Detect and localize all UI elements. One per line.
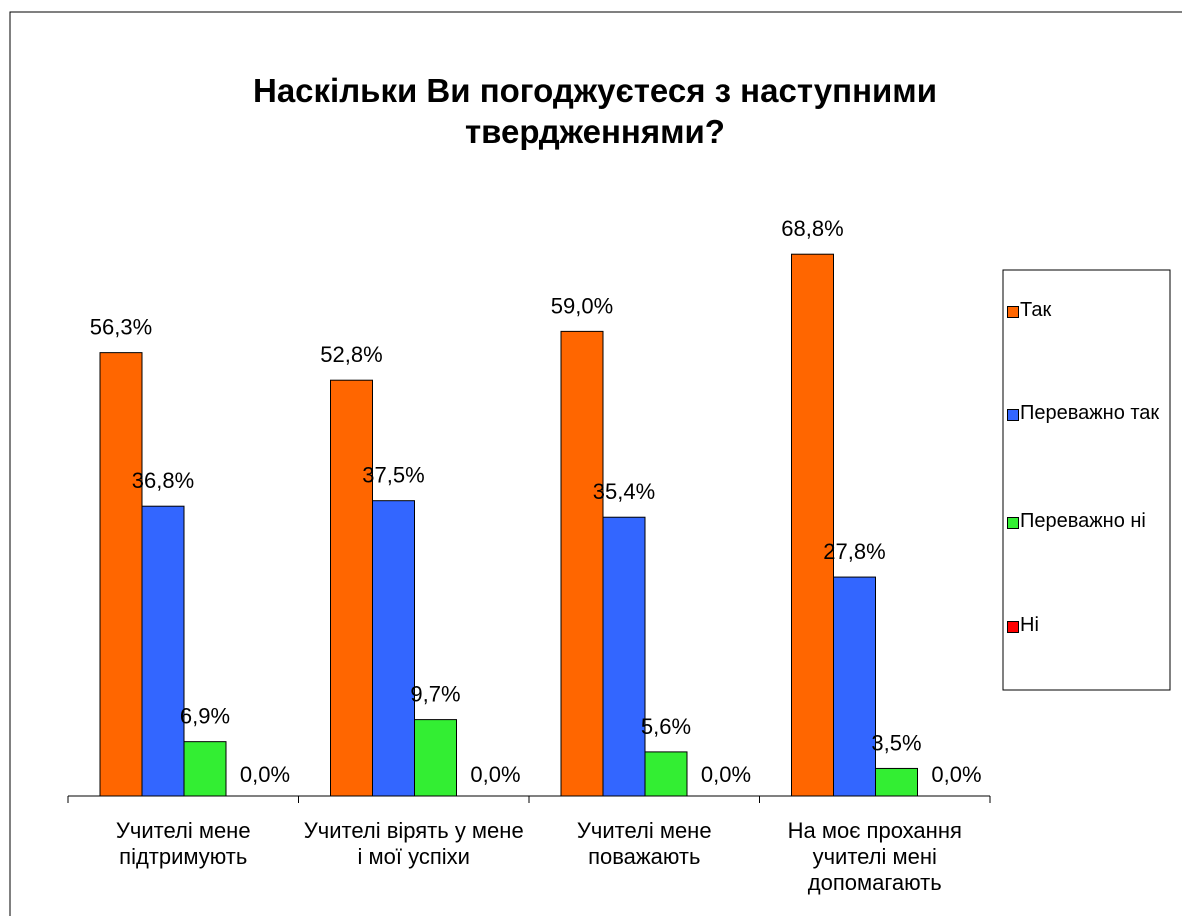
legend-swatch [1007, 621, 1019, 633]
data-label: 36,8% [132, 468, 194, 493]
bar [372, 500, 415, 797]
data-label: 59,0% [551, 293, 613, 318]
data-label: 27,8% [823, 539, 885, 564]
frame [9, 11, 1182, 916]
legend-swatch [1007, 517, 1019, 529]
x-tick-label: Учителі вірять у мене і мої успіхи [303, 818, 524, 869]
legend-swatch [1007, 409, 1019, 421]
bar [602, 516, 646, 797]
data-label: 6,9% [180, 704, 230, 729]
legend-label: Ні [1020, 614, 1039, 636]
bar [791, 253, 834, 797]
legend-label: Переважно ні [1020, 510, 1146, 532]
bar [141, 505, 185, 797]
data-label: 56,3% [90, 315, 152, 340]
data-label: 0,0% [240, 762, 290, 787]
bar [644, 751, 688, 797]
data-label: 3,5% [871, 730, 921, 755]
chart-title: Наскільки Ви погоджуєтеся з наступними т… [252, 72, 938, 150]
bar [183, 741, 227, 797]
legend-swatch [1007, 306, 1019, 318]
data-label: 52,8% [320, 342, 382, 367]
bar [330, 379, 373, 797]
bar [414, 719, 457, 797]
x-tick-label: Учителі мене поважають [576, 818, 712, 869]
data-label: 0,0% [470, 762, 520, 787]
data-label: 37,5% [362, 463, 424, 488]
data-label: 0,0% [701, 762, 751, 787]
data-label: 35,4% [593, 479, 655, 504]
bar [99, 352, 143, 797]
legend-box [1002, 269, 1171, 691]
data-label: 68,8% [781, 216, 843, 241]
data-label: 9,7% [410, 682, 460, 707]
data-label: 5,6% [641, 714, 691, 739]
x-tick-label: На моє прохання учителі мені допомагають [787, 818, 962, 895]
bar [875, 767, 918, 797]
legend-label: Так [1020, 299, 1052, 321]
x-tick-label: Учителі мене підтримують [115, 818, 251, 869]
bar [833, 576, 876, 797]
legend-label: Переважно так [1020, 402, 1160, 424]
bar [560, 330, 604, 797]
data-label: 0,0% [931, 762, 981, 787]
